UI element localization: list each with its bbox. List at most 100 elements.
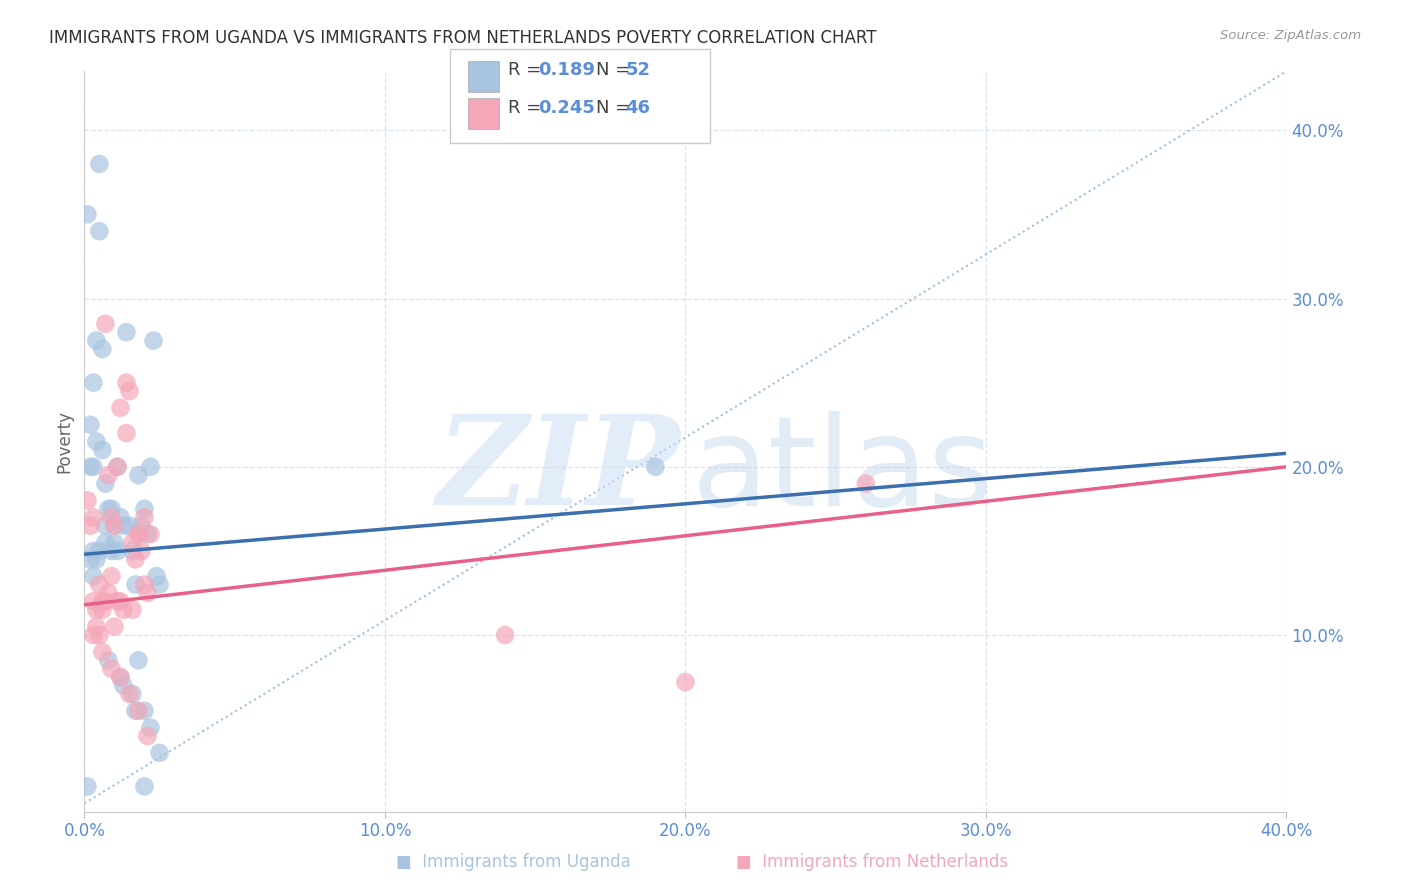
Point xyxy=(110,401,132,415)
Point xyxy=(134,704,156,718)
Text: 0.189: 0.189 xyxy=(538,61,596,78)
Point xyxy=(94,594,117,608)
Point xyxy=(91,645,114,659)
Point xyxy=(115,325,138,339)
Point xyxy=(94,518,117,533)
Point xyxy=(148,746,170,760)
Point xyxy=(124,577,146,591)
Point xyxy=(110,510,132,524)
Point xyxy=(82,459,104,474)
Point xyxy=(82,628,104,642)
Point xyxy=(94,476,117,491)
Point xyxy=(94,535,117,549)
Point xyxy=(121,687,143,701)
Point xyxy=(136,729,159,743)
Point xyxy=(89,224,111,238)
Point xyxy=(121,544,143,558)
Point xyxy=(97,586,120,600)
Point xyxy=(97,501,120,516)
Text: R =: R = xyxy=(508,61,547,78)
Point xyxy=(89,628,111,642)
Point xyxy=(103,518,125,533)
Point xyxy=(148,577,170,591)
Point xyxy=(121,603,143,617)
Point xyxy=(127,704,149,718)
Text: ■  Immigrants from Uganda: ■ Immigrants from Uganda xyxy=(396,853,630,871)
Point xyxy=(134,577,156,591)
Point xyxy=(855,476,877,491)
Point xyxy=(107,459,129,474)
Y-axis label: Poverty: Poverty xyxy=(55,410,73,473)
Point xyxy=(127,527,149,541)
Point xyxy=(675,675,697,690)
Point xyxy=(100,662,122,676)
Point xyxy=(139,459,162,474)
Point xyxy=(76,780,98,794)
Point xyxy=(145,569,167,583)
Text: IMMIGRANTS FROM UGANDA VS IMMIGRANTS FROM NETHERLANDS POVERTY CORRELATION CHART: IMMIGRANTS FROM UGANDA VS IMMIGRANTS FRO… xyxy=(49,29,877,47)
Point xyxy=(100,569,122,583)
Point xyxy=(134,780,156,794)
Point xyxy=(121,535,143,549)
Point xyxy=(100,544,122,558)
Point xyxy=(142,334,165,348)
Point xyxy=(644,459,666,474)
Point xyxy=(91,603,114,617)
Point xyxy=(124,704,146,718)
Text: Source: ZipAtlas.com: Source: ZipAtlas.com xyxy=(1220,29,1361,43)
Point xyxy=(134,510,156,524)
Point xyxy=(127,527,149,541)
Point xyxy=(79,518,101,533)
Point xyxy=(112,518,135,533)
Point xyxy=(82,544,104,558)
Text: N =: N = xyxy=(596,99,636,117)
Point xyxy=(82,569,104,583)
Point xyxy=(107,459,129,474)
Point xyxy=(91,442,114,457)
Point xyxy=(103,619,125,633)
Point xyxy=(112,679,135,693)
Text: N =: N = xyxy=(596,61,636,78)
Point xyxy=(79,459,101,474)
Point xyxy=(79,552,101,566)
Point xyxy=(131,518,153,533)
Text: ■  Immigrants from Netherlands: ■ Immigrants from Netherlands xyxy=(735,853,1008,871)
Point xyxy=(139,527,162,541)
Point xyxy=(110,670,132,684)
Point xyxy=(494,628,516,642)
Text: R =: R = xyxy=(508,99,547,117)
Text: ZIP: ZIP xyxy=(436,410,679,532)
Point xyxy=(82,376,104,390)
Point xyxy=(100,510,122,524)
Point xyxy=(112,603,135,617)
Point xyxy=(118,384,141,398)
Point xyxy=(131,544,153,558)
Point xyxy=(91,594,114,608)
Point xyxy=(136,586,159,600)
Point xyxy=(76,207,98,221)
Point xyxy=(89,157,111,171)
Point xyxy=(86,603,108,617)
Point xyxy=(100,501,122,516)
Point xyxy=(76,493,98,508)
Point xyxy=(110,670,132,684)
Point xyxy=(86,434,108,449)
Point xyxy=(107,544,129,558)
Text: atlas: atlas xyxy=(692,410,994,532)
Point xyxy=(127,653,149,667)
Point xyxy=(139,721,162,735)
Point xyxy=(124,552,146,566)
Point xyxy=(82,510,104,524)
Point xyxy=(86,552,108,566)
Point xyxy=(107,594,129,608)
Point xyxy=(118,518,141,533)
Point xyxy=(82,594,104,608)
Point xyxy=(103,535,125,549)
Point xyxy=(134,501,156,516)
Point xyxy=(110,594,132,608)
Text: 46: 46 xyxy=(626,99,651,117)
Point xyxy=(86,334,108,348)
Point xyxy=(103,518,125,533)
Point xyxy=(86,619,108,633)
Point xyxy=(79,417,101,432)
